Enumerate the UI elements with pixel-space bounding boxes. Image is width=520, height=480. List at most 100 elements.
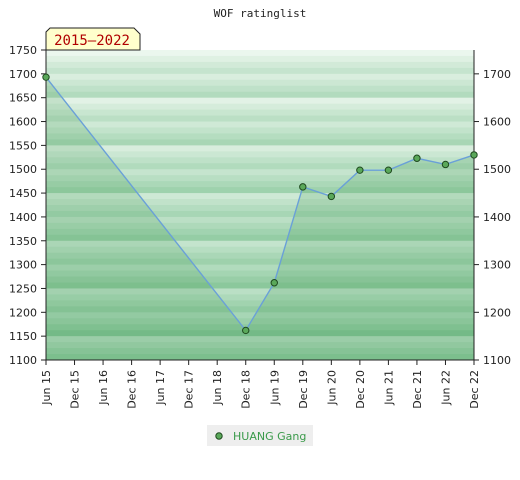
data-point[interactable] [384, 166, 393, 174]
data-point[interactable] [327, 192, 336, 201]
y-tick-label-right: 1200 [483, 306, 511, 319]
background-band [46, 187, 474, 194]
background-band [46, 73, 474, 81]
x-tick-label: Jun 22 [439, 370, 452, 406]
background-band [46, 169, 474, 176]
data-point[interactable] [441, 160, 450, 169]
x-tick-label: Jun 15 [40, 370, 53, 406]
background-band [46, 288, 474, 295]
background-band [46, 318, 474, 325]
background-band [46, 97, 474, 105]
background-band [46, 252, 474, 260]
y-tick-label-left: 1650 [9, 92, 37, 105]
x-tick-label: Dec 16 [126, 370, 139, 409]
background-band [46, 127, 474, 134]
x-tick-label: Dec 21 [411, 370, 424, 409]
x-tick-label: Jun 16 [97, 370, 110, 406]
y-tick-label-right: 1700 [483, 68, 511, 81]
y-tick-label-left: 1500 [9, 163, 37, 176]
x-tick-label: Jun 19 [268, 370, 281, 406]
y-tick-label-left: 1600 [9, 116, 37, 129]
x-tick-label: Jun 20 [325, 370, 338, 406]
background-band [46, 193, 474, 200]
y-tick-label-right: 1100 [483, 354, 511, 367]
background-band [46, 91, 474, 99]
background-band [46, 103, 474, 111]
axes: 1100 1150 1200 1250 1300 1350 1400 1450 1500 1550… [9, 44, 511, 409]
y-tick-label-right: 1600 [483, 116, 511, 129]
background-band [46, 240, 474, 248]
y-tick-label-left: 1400 [9, 211, 37, 224]
background-band [46, 312, 474, 319]
background-band [46, 121, 474, 128]
background-band [46, 205, 474, 212]
legend-box [207, 425, 313, 446]
x-tick-label: Dec 15 [69, 370, 82, 409]
background-band [46, 175, 474, 182]
y-tick-label-left: 1550 [9, 139, 37, 152]
background-band [46, 306, 474, 313]
background-band [46, 234, 474, 242]
background-band [46, 330, 474, 337]
y-tick-label-left: 1100 [9, 354, 37, 367]
background-band [46, 115, 474, 123]
background-band [46, 354, 474, 361]
data-point[interactable] [270, 279, 278, 287]
area-fill [45, 76, 475, 360]
background-band [46, 50, 474, 57]
background-band [46, 300, 474, 307]
badge-box [45, 27, 141, 51]
background-band [46, 336, 474, 343]
background-band [46, 85, 474, 93]
background-band [46, 324, 474, 331]
y-tick-label-left: 1250 [9, 282, 37, 295]
background-band [46, 145, 474, 152]
background-bands [46, 50, 474, 361]
background-band [46, 282, 474, 289]
period-badge: 2015–2022 [45, 27, 141, 51]
background-band [46, 348, 474, 355]
background-band [46, 294, 474, 301]
badge-label: 2015–2022 [54, 33, 130, 49]
data-point[interactable] [299, 183, 307, 191]
x-tick-label: Jun 17 [154, 370, 167, 406]
background-band [46, 61, 474, 69]
x-tick-label: Dec 18 [240, 370, 253, 409]
y-tick-label-left: 1300 [9, 259, 37, 272]
background-band [46, 228, 474, 236]
y-tick-label-left: 1350 [9, 235, 37, 248]
data-point[interactable] [356, 166, 364, 174]
x-tick-label: Dec 20 [354, 370, 367, 409]
background-band [46, 55, 474, 63]
y-tick-label-left: 1450 [9, 187, 37, 200]
background-band [46, 342, 474, 349]
background-band [46, 163, 474, 170]
background-band [46, 270, 474, 278]
legend: HUANG Gang [207, 425, 313, 446]
data-point[interactable] [413, 154, 421, 162]
legend-marker [215, 432, 223, 440]
background-band [46, 276, 474, 283]
x-tick-label: Dec 17 [183, 370, 196, 409]
x-tick-label: Dec 19 [297, 370, 310, 409]
y-tick-label-left: 1700 [9, 68, 37, 81]
y-tick-label-right: 1500 [483, 163, 511, 176]
data-point[interactable] [470, 151, 478, 159]
y-tick-label-right: 1300 [483, 259, 511, 272]
background-band [46, 157, 474, 164]
background-band [46, 133, 474, 140]
data-point[interactable] [42, 73, 50, 81]
background-band [46, 109, 474, 117]
y-tick-label-right: 1400 [483, 211, 511, 224]
chart-title: WOF ratinglist [214, 7, 307, 20]
legend-label[interactable]: HUANG Gang [233, 430, 306, 443]
x-tick-label: Jun 21 [382, 370, 395, 406]
background-band [46, 199, 474, 206]
y-tick-label-left: 1200 [9, 306, 37, 319]
background-band [46, 151, 474, 158]
background-band [46, 139, 474, 146]
data-point[interactable] [242, 326, 250, 335]
y-tick-label-left: 1750 [9, 44, 37, 57]
x-tick-label: Dec 22 [468, 370, 481, 409]
